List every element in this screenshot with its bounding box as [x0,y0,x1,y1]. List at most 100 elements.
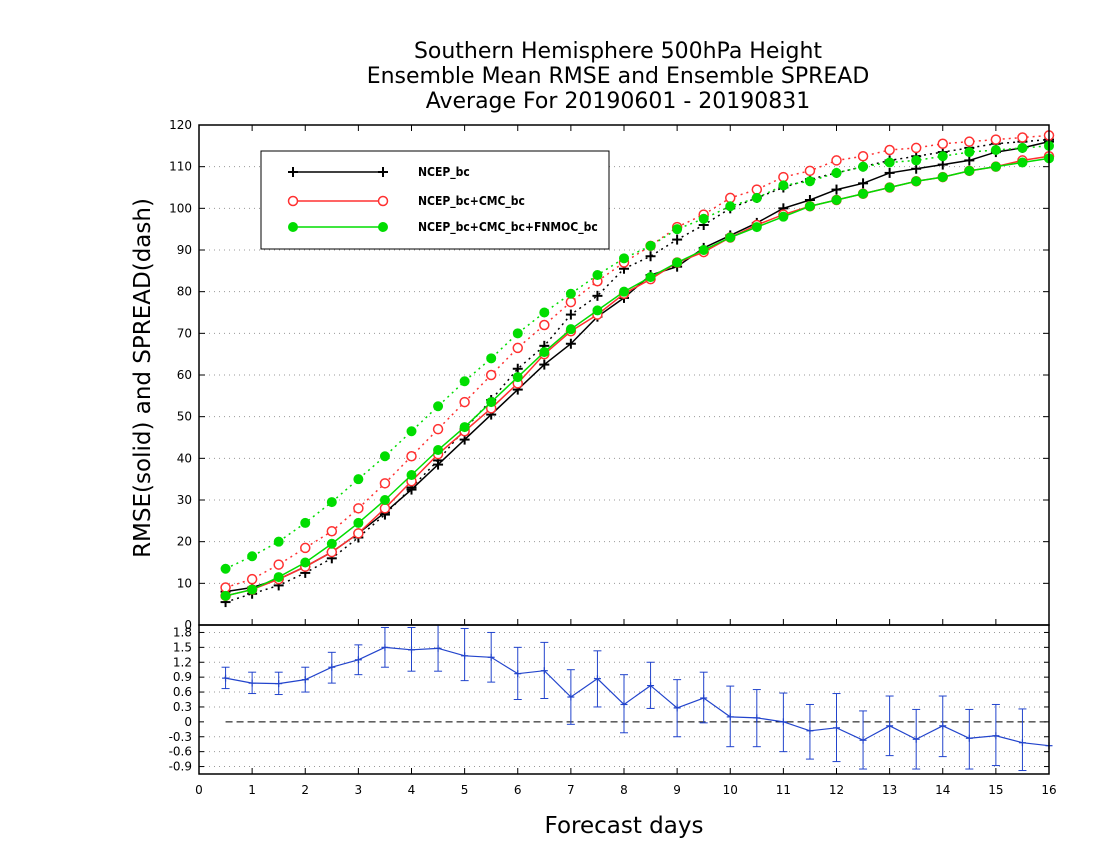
diff-y-ticks: -0.9-0.6-0.300.30.60.91.21.51.8 [169,625,1049,774]
legend: NCEP_bc NCEP_bc+CMC_bc NCEP_bc+CMC_bc+FNMO… [260,150,610,250]
series-ncep-cmc-fnmoc-rmse-point [964,165,975,176]
series-ncep-cmc-fnmoc-rmse-point [858,188,869,199]
x-tick-label: 12 [829,783,844,797]
diff-point [779,718,787,726]
series-ncep-cmc-fnmoc-spread-point [698,213,709,224]
series-ncep-bc-spread-point [565,309,576,320]
x-tick-label: 15 [988,783,1003,797]
series-ncep-cmc-spread-point [725,192,736,204]
diff-y-tick-label: 1.8 [173,625,192,639]
series-ncep-cmc-fnmoc-rmse-point [459,422,470,433]
series-ncep-cmc-fnmoc-spread-point [751,192,762,203]
diff-point [912,735,920,743]
legend-label-ncep-cmc: NCEP_bc+CMC_bc [418,194,525,209]
main-y-tick-label: 20 [177,535,192,549]
x-tick-label: 14 [935,783,950,797]
series-ncep-cmc-rmse-point [326,546,338,558]
series-ncep-cmc-fnmoc-spread-point [964,147,975,158]
series-ncep-cmc-spread-point [857,151,869,162]
series-ncep-bc-spread-point [672,234,683,245]
series-ncep-cmc-fnmoc-spread-point [937,151,948,162]
series-ncep-cmc-spread-point [220,582,231,593]
series-ncep-cmc-fnmoc-spread-point [1017,142,1028,153]
legend-box [260,150,610,250]
main-series [220,130,1055,608]
x-tick-label: 13 [882,783,897,797]
series-ncep-cmc-spread-point [406,451,417,462]
diff-point [859,736,867,744]
series-ncep-cmc-fnmoc-spread-point [804,176,815,187]
series-ncep-cmc-fnmoc-rmse-point [831,195,842,205]
series-ncep-cmc-fnmoc-spread-point [672,224,683,235]
x-tick-label: 9 [673,783,681,797]
series-ncep-cmc-spread-point [379,478,391,489]
series-ncep-cmc-fnmoc-spread-point [565,288,576,299]
series-ncep-cmc-fnmoc-spread-point [247,551,258,562]
main-y-tick-label: 10 [177,576,192,590]
series-ncep-cmc-fnmoc-spread-point [326,497,337,508]
x-tick-label: 16 [1041,783,1056,797]
diff-point [222,674,230,682]
main-y-ticks: 0 10 20 30 40 50 60 70 80 90 100 110 120 [169,118,1049,632]
series-ncep-cmc-spread-point [990,134,1002,145]
series-ncep-cmc-fnmoc-rmse-point [884,182,895,193]
series-ncep-cmc-rmse-point [353,528,364,539]
x-tick-label: 3 [355,783,363,797]
x-tick-label: 10 [723,783,738,797]
series-ncep-cmc-spread-point [804,165,816,177]
diff-y-tick-label: -0.9 [169,760,192,774]
series-ncep-cmc-fnmoc-spread-point [379,451,390,462]
series-ncep-cmc-spread-point [964,136,975,147]
x-tick-label: 8 [620,783,628,797]
x-tick-label: 2 [301,783,309,797]
diff-point [886,722,894,730]
diff-point [726,713,734,721]
x-tick-label: 5 [461,783,469,797]
main-y-tick-label: 70 [177,326,192,340]
series-ncep-cmc-spread-point [910,142,922,154]
diff-y-tick-label: -0.6 [169,745,192,759]
series-ncep-bc-rmse-point [858,178,869,189]
legend-marker-ncep-cmc [287,195,299,207]
diff-y-tick-label: 1.2 [173,655,192,669]
diff-point [593,675,601,683]
series-ncep-cmc-spread-point [937,138,948,149]
series-ncep-cmc-fnmoc-spread-point [619,253,629,264]
x-tick-label: 6 [514,783,522,797]
main-y-tick-label: 120 [169,118,192,132]
chart-title: Southern Hemisphere 500hPa Height Ensemb… [367,39,870,114]
series-ncep-cmc-fnmoc-spread-point [725,201,736,212]
diff-point [275,680,283,688]
series-ncep-cmc-fnmoc-spread-point [831,167,842,178]
diff-point [408,646,415,654]
series-ncep-cmc-fnmoc-rmse-point [379,495,390,505]
series-ncep-cmc-fnmoc-rmse-point [273,572,284,583]
series-ncep-cmc-fnmoc-rmse-point [406,470,417,480]
series-ncep-bc-rmse-point [884,167,895,178]
series-ncep-cmc-spread-point [884,144,895,156]
series-ncep-cmc-spread-point [565,296,577,308]
diff-point [434,644,442,652]
series-ncep-cmc-fnmoc-spread-point [300,517,311,528]
legend-label-ncep-bc: NCEP_bc [418,165,470,180]
main-y-tick-label: 100 [169,201,192,215]
x-tick-label: 11 [776,783,791,797]
diff-point [461,652,469,660]
series-ncep-cmc-fnmoc-spread-point [778,180,789,191]
series-ncep-bc-rmse-point [964,155,975,166]
diff-point [487,653,495,661]
main-y-tick-label: 40 [177,451,192,465]
series-ncep-cmc-fnmoc-rmse-point [512,372,523,383]
series-ncep-cmc-fnmoc-spread-point [459,376,470,387]
legend-marker-ncep-cmc-fnmoc [378,222,388,232]
diff-y-tick-label: 0.9 [173,670,192,684]
diff-point [806,727,814,735]
x-tick-label: 4 [408,783,416,797]
series-ncep-bc-spread-point [592,290,603,301]
series-ncep-cmc-fnmoc-rmse-point [645,272,656,283]
series-ncep-cmc-fnmoc-rmse-point [220,590,231,601]
series-ncep-cmc-fnmoc-rmse-point [725,232,736,243]
diff-point [381,643,389,651]
diff-point [354,656,362,664]
series-ncep-cmc-spread-point [300,542,311,554]
